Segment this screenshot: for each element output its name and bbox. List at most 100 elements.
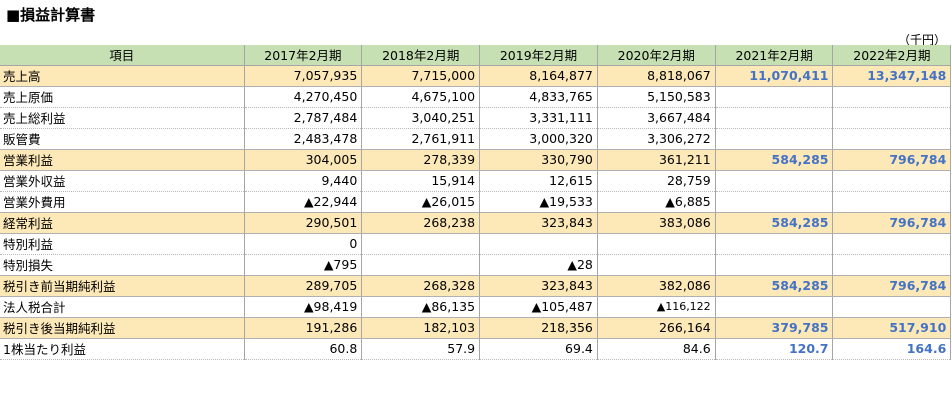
table-row: 売上高 7,057,935 7,715,000 8,164,877 8,818,067 1… <box>0 64 952 87</box>
value-cell: 164.6 <box>832 338 952 360</box>
row-label: 経常利益 <box>0 211 245 234</box>
value-cell <box>715 128 834 150</box>
value-cell: 9,440 <box>244 170 363 192</box>
value-cell <box>715 296 834 318</box>
column-header-period: 2018年2月期 <box>361 45 481 66</box>
row-label: 税引き前当期純利益 <box>0 274 245 297</box>
value-cell: 5,150,583 <box>597 86 716 108</box>
value-cell: 8,818,067 <box>597 64 716 87</box>
value-cell: 796,784 <box>832 211 952 234</box>
value-cell: 8,164,877 <box>479 64 598 87</box>
value-cell: 3,000,320 <box>479 128 598 150</box>
value-cell <box>832 128 952 150</box>
value-cell: 4,675,100 <box>361 86 481 108</box>
value-cell <box>715 170 834 192</box>
value-cell: 0 <box>244 233 363 255</box>
row-label: 営業外収益 <box>0 170 245 192</box>
value-cell: 4,270,450 <box>244 86 363 108</box>
row-label: 税引き後当期純利益 <box>0 316 245 339</box>
table-body: 売上高 7,057,935 7,715,000 8,164,877 8,818,067 1… <box>0 64 952 360</box>
column-header-item: 項目 <box>0 45 245 66</box>
value-cell: 304,005 <box>244 148 363 171</box>
table-row: 営業外費用 ▲22,944 ▲26,015 ▲19,533 ▲6,885 <box>0 191 952 213</box>
row-label: 販管費 <box>0 128 245 150</box>
value-cell: 266,164 <box>597 316 716 339</box>
row-label: 売上高 <box>0 64 245 87</box>
row-label: 特別損失 <box>0 254 245 276</box>
value-cell: 28,759 <box>597 170 716 192</box>
value-cell: 290,501 <box>244 211 363 234</box>
header-row: 項目 2017年2月期 2018年2月期 2019年2月期 2020年2月期 2021年2… <box>0 45 952 66</box>
value-cell: 3,331,111 <box>479 107 598 129</box>
page-title: ■損益計算書 <box>6 6 96 24</box>
value-cell: ▲86,135 <box>361 296 481 318</box>
value-cell: 11,070,411 <box>715 64 834 87</box>
column-header-period: 2020年2月期 <box>597 45 716 66</box>
column-header-period: 2019年2月期 <box>479 45 598 66</box>
value-cell <box>832 86 952 108</box>
value-cell: 84.6 <box>597 338 716 360</box>
value-cell: 3,306,272 <box>597 128 716 150</box>
row-label: 1株当たり利益 <box>0 338 245 360</box>
value-cell <box>715 233 834 255</box>
value-cell: 182,103 <box>361 316 481 339</box>
table-row: 営業利益 304,005 278,339 330,790 361,211 584,285 7… <box>0 148 952 171</box>
value-cell: 382,086 <box>597 274 716 297</box>
value-cell: 323,843 <box>479 211 598 234</box>
value-cell: 584,285 <box>715 274 834 297</box>
value-cell: 323,843 <box>479 274 598 297</box>
value-cell: 2,787,484 <box>244 107 363 129</box>
value-cell <box>832 296 952 318</box>
value-cell: 268,328 <box>361 274 481 297</box>
value-cell: ▲28 <box>479 254 598 276</box>
table-row: 経常利益 290,501 268,238 323,843 383,086 584,285 7… <box>0 211 952 234</box>
table-row: 売上原価 4,270,450 4,675,100 4,833,765 5,150,583 <box>0 86 952 108</box>
value-cell: 3,667,484 <box>597 107 716 129</box>
value-cell: ▲26,015 <box>361 191 481 213</box>
value-cell: ▲22,944 <box>244 191 363 213</box>
value-cell: 60.8 <box>244 338 363 360</box>
value-cell <box>361 254 481 276</box>
value-cell <box>715 254 834 276</box>
row-label: 営業利益 <box>0 148 245 171</box>
value-cell: ▲6,885 <box>597 191 716 213</box>
value-cell: 383,086 <box>597 211 716 234</box>
table-row: 営業外収益 9,440 15,914 12,615 28,759 <box>0 170 952 192</box>
value-cell: 268,238 <box>361 211 481 234</box>
value-cell: 278,339 <box>361 148 481 171</box>
value-cell: 379,785 <box>715 316 834 339</box>
value-cell: ▲116,122 <box>597 296 716 318</box>
row-label: 売上原価 <box>0 86 245 108</box>
value-cell: 796,784 <box>832 148 952 171</box>
row-label: 法人税合計 <box>0 296 245 318</box>
value-cell: 330,790 <box>479 148 598 171</box>
table-row: 税引き前当期純利益 289,705 268,328 323,843 382,086 584… <box>0 274 952 297</box>
value-cell <box>832 233 952 255</box>
row-label: 営業外費用 <box>0 191 245 213</box>
table-row: 販管費 2,483,478 2,761,911 3,000,320 3,306,272 <box>0 128 952 150</box>
value-cell <box>361 233 481 255</box>
row-label: 特別利益 <box>0 233 245 255</box>
value-cell <box>479 233 598 255</box>
table-row: 法人税合計 ▲98,419 ▲86,135 ▲105,487 ▲116,122 <box>0 296 952 318</box>
value-cell: 7,057,935 <box>244 64 363 87</box>
column-header-period: 2017年2月期 <box>244 45 363 66</box>
table-row: 税引き後当期純利益 191,286 182,103 218,356 266,164 379… <box>0 316 952 339</box>
table-row: 1株当たり利益 60.8 57.9 69.4 84.6 120.7 164.6 <box>0 338 952 360</box>
value-cell: 69.4 <box>479 338 598 360</box>
value-cell: 517,910 <box>832 316 952 339</box>
value-cell <box>832 254 952 276</box>
value-cell <box>597 233 716 255</box>
value-cell: ▲98,419 <box>244 296 363 318</box>
table-row: 特別損失 ▲795 ▲28 <box>0 254 952 276</box>
value-cell <box>715 107 834 129</box>
column-header-period: 2021年2月期 <box>715 45 834 66</box>
row-label: 売上総利益 <box>0 107 245 129</box>
value-cell: 13,347,148 <box>832 64 952 87</box>
value-cell <box>715 86 834 108</box>
value-cell: 3,040,251 <box>361 107 481 129</box>
value-cell: 191,286 <box>244 316 363 339</box>
table-row: 特別利益 0 <box>0 233 952 255</box>
value-cell <box>715 191 834 213</box>
value-cell <box>832 107 952 129</box>
